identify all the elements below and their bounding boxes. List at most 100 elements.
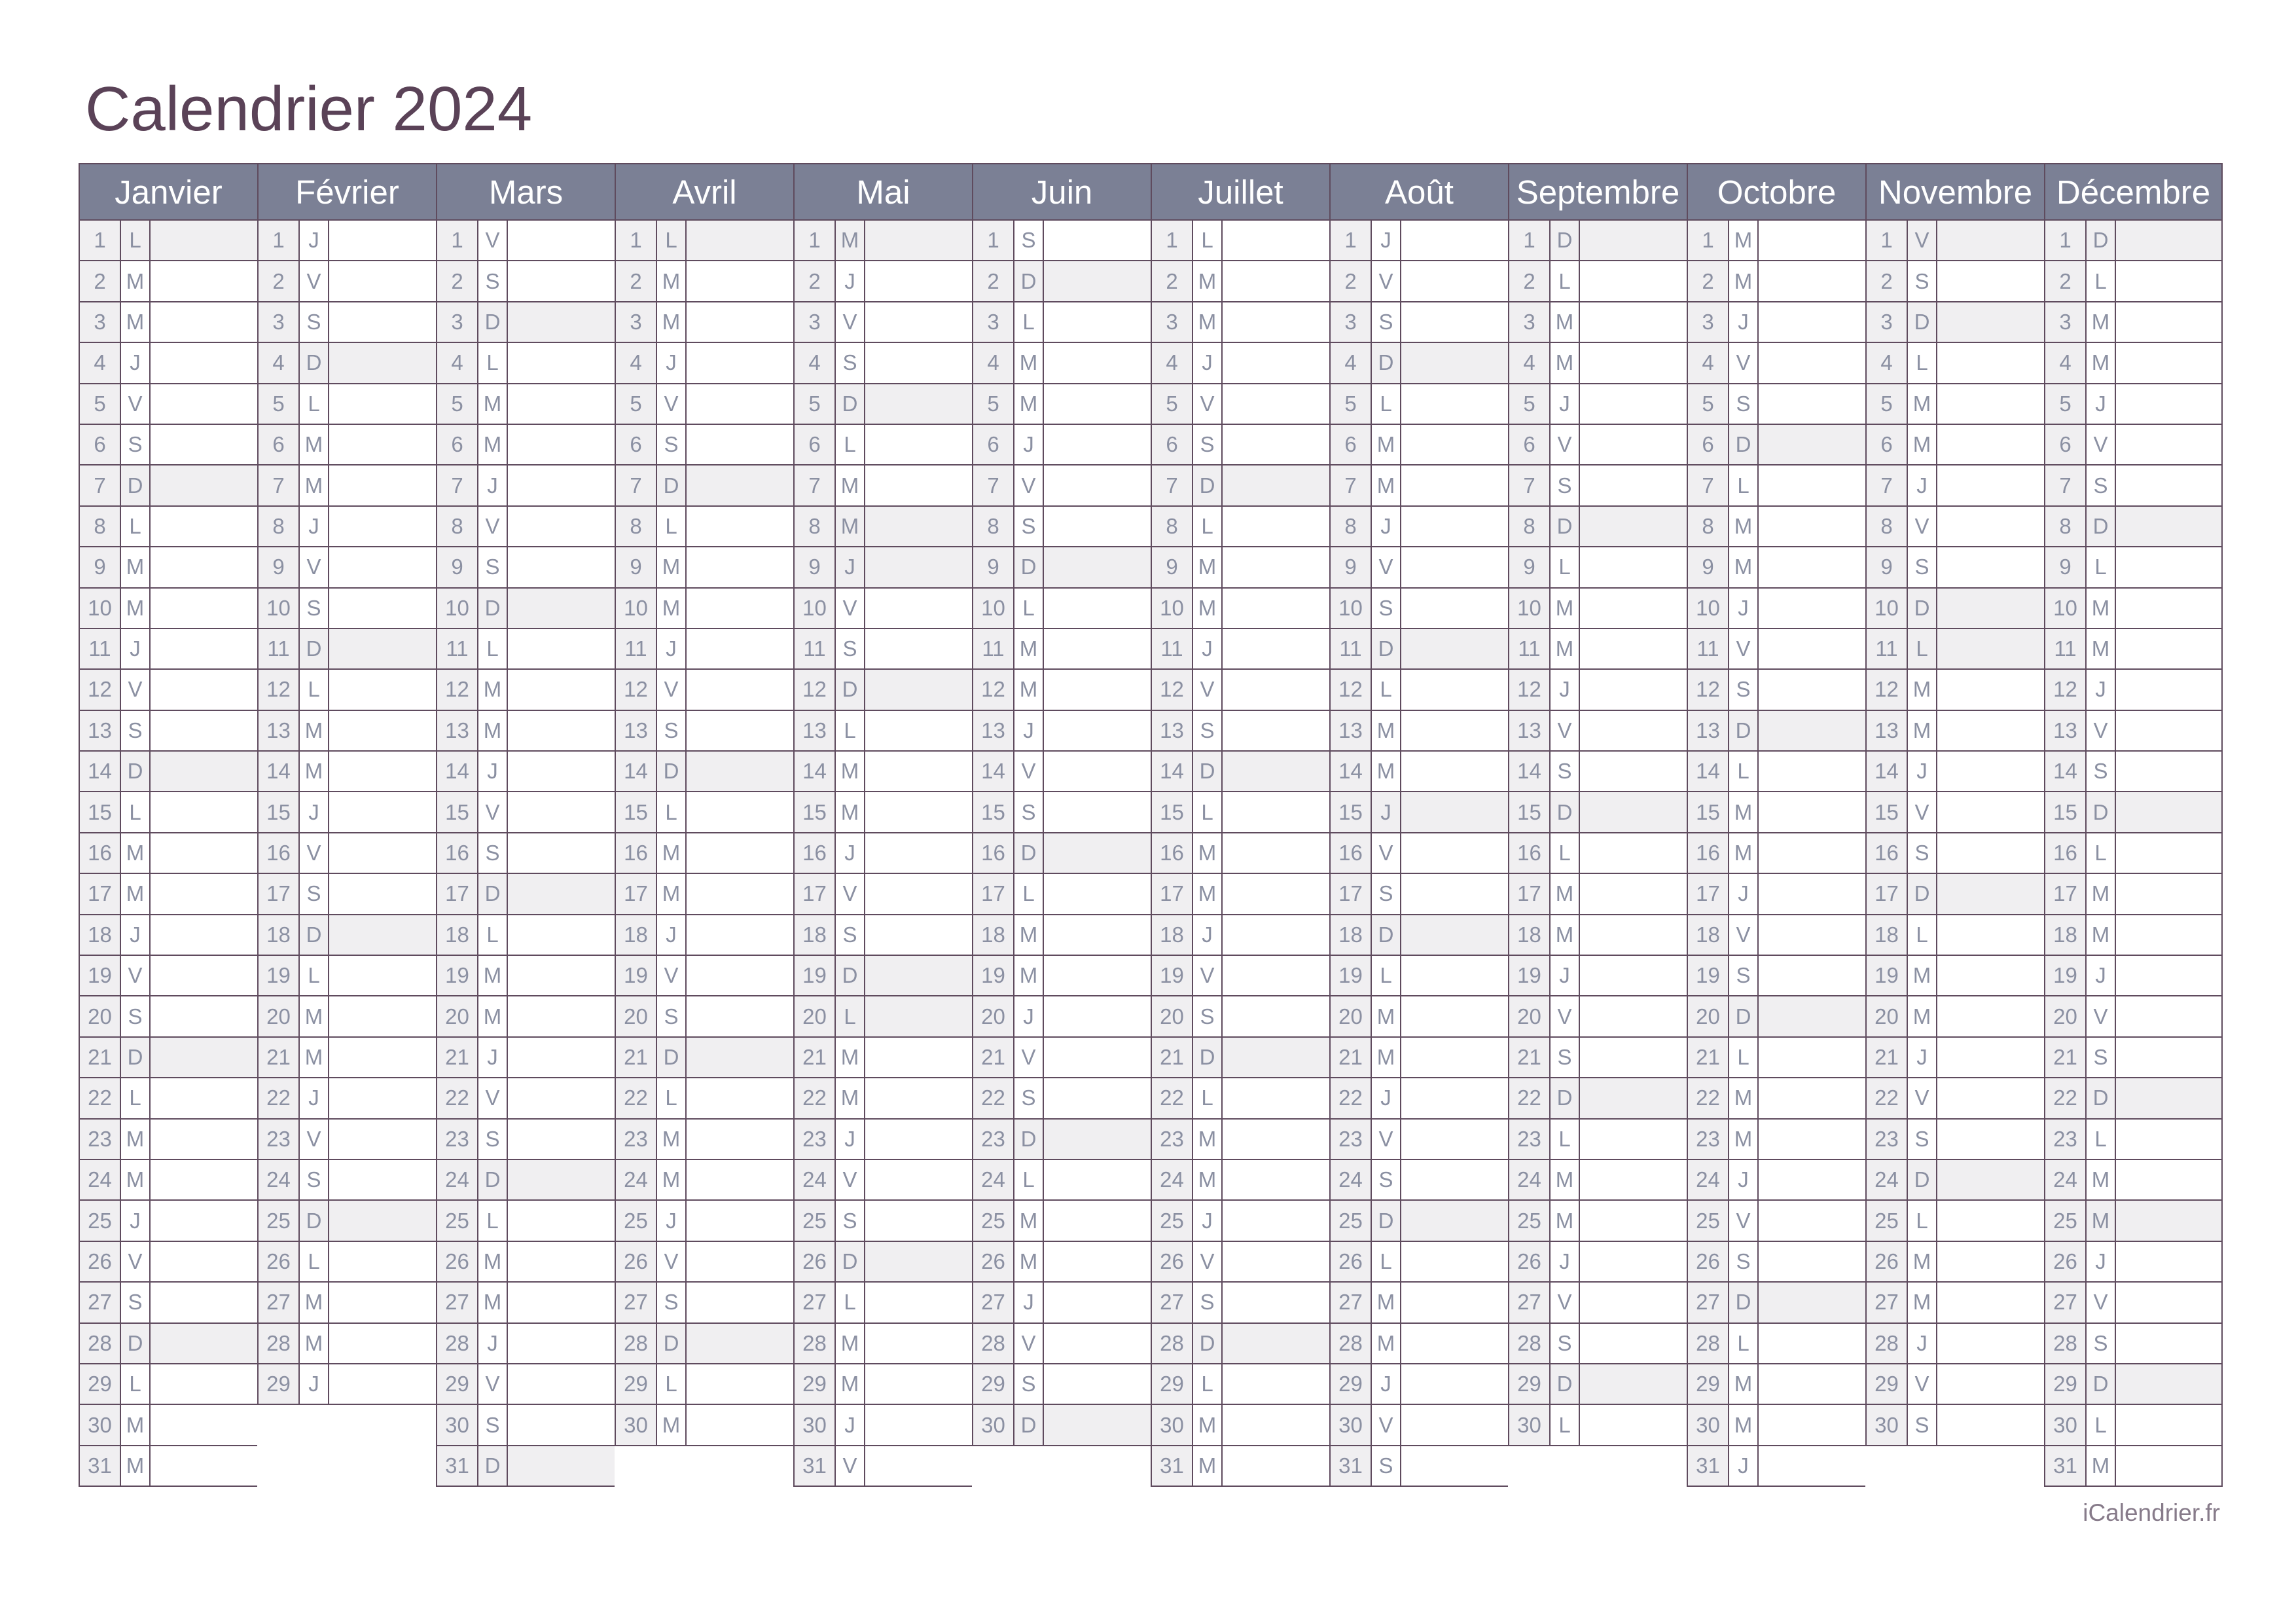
day-number-cell: 28 <box>1331 1323 1372 1363</box>
day-number-cell: 1 <box>1688 221 1729 261</box>
day-row: 15 J <box>257 792 436 833</box>
notes-cell <box>1759 1283 1865 1322</box>
day-row: 15 V <box>1865 792 2044 833</box>
day-letter-cell: V <box>1372 547 1401 587</box>
notes-cell <box>1937 1323 2044 1363</box>
day-letter-cell: S <box>121 424 151 465</box>
day-row: 10 S <box>1329 588 1508 629</box>
day-number-cell: 4 <box>1867 343 1908 383</box>
day-letter-cell: D <box>1551 506 1580 547</box>
day-letter-cell: M <box>836 792 865 832</box>
day-letter-cell: M <box>1014 1241 1044 1282</box>
page-title: Calendrier 2024 <box>85 74 533 144</box>
day-letter-cell: D <box>1014 1405 1044 1445</box>
day-row: 19 M <box>436 956 615 997</box>
day-row: 21 J <box>1865 1037 2044 1079</box>
day-number-cell: 29 <box>1867 1364 1908 1404</box>
day-number-cell: 3 <box>259 302 300 342</box>
day-number-cell: 27 <box>973 1283 1014 1322</box>
day-letter-cell: V <box>1372 1405 1401 1445</box>
day-letter-cell: M <box>1551 1159 1580 1200</box>
day-letter-cell: M <box>1551 1201 1580 1241</box>
day-letter-cell: M <box>1014 1201 1044 1241</box>
day-row: 28 J <box>436 1323 615 1364</box>
day-number-cell: 10 <box>1152 588 1193 628</box>
day-row: 29 L <box>1151 1364 1329 1406</box>
day-number-cell: 11 <box>1688 629 1729 669</box>
notes-cell <box>865 506 972 547</box>
day-row: 17 L <box>972 874 1151 915</box>
day-row: 31 S <box>1329 1446 1508 1487</box>
notes-cell <box>329 1078 436 1118</box>
notes-cell <box>1044 261 1151 301</box>
notes-cell <box>329 588 436 628</box>
day-letter-cell: D <box>300 629 329 669</box>
notes-cell <box>1223 261 1329 301</box>
day-letter-cell: S <box>2087 752 2116 792</box>
day-letter-cell: J <box>300 221 329 261</box>
notes-cell <box>1580 424 1687 465</box>
day-number-cell: 20 <box>616 996 657 1036</box>
day-letter-cell: D <box>1551 1078 1580 1118</box>
day-letter-cell: J <box>2087 956 2116 996</box>
notes-cell <box>865 996 972 1036</box>
day-row: 10 M <box>1508 588 1687 629</box>
day-row: 24 M <box>2044 1159 2223 1201</box>
day-row: 26 J <box>2044 1241 2223 1283</box>
day-letter-cell: M <box>300 710 329 751</box>
notes-cell <box>865 588 972 628</box>
day-number-cell: 7 <box>1331 465 1372 505</box>
notes-cell <box>151 1159 257 1200</box>
day-row: 29 D <box>2044 1364 2223 1406</box>
day-row: 13 M <box>1865 710 2044 752</box>
notes-cell <box>329 302 436 342</box>
day-letter-cell: S <box>1908 547 1937 587</box>
day-letter-cell: L <box>121 792 151 832</box>
day-row: 12 S <box>1687 670 1865 711</box>
day-number-cell: 27 <box>1331 1283 1372 1322</box>
notes-cell <box>1759 465 1865 505</box>
notes-cell <box>1401 1323 1508 1363</box>
day-row: 26 V <box>615 1241 793 1283</box>
day-row: 18 D <box>1329 915 1508 957</box>
notes-cell <box>1580 1119 1687 1159</box>
notes-cell <box>1044 1159 1151 1200</box>
notes-cell <box>1759 1037 1865 1078</box>
notes-cell <box>1759 629 1865 669</box>
day-row: 15 L <box>79 792 257 833</box>
day-letter-cell: S <box>1372 588 1401 628</box>
day-letter-cell: V <box>1372 833 1401 873</box>
notes-cell <box>1937 1119 2044 1159</box>
month-header-aout: Août <box>1329 163 1508 221</box>
notes-cell <box>508 833 615 873</box>
day-letter-cell: J <box>1014 996 1044 1036</box>
day-number-cell: 30 <box>795 1405 836 1445</box>
day-number-cell: 21 <box>973 1037 1014 1078</box>
notes-cell <box>1044 424 1151 465</box>
notes-cell <box>1044 1201 1151 1241</box>
day-letter-cell: V <box>836 588 865 628</box>
day-row: 11 J <box>1151 629 1329 670</box>
day-number-cell: 24 <box>1688 1159 1729 1200</box>
day-letter-cell: M <box>1908 1283 1937 1322</box>
day-letter-cell: M <box>836 1037 865 1078</box>
notes-cell <box>329 261 436 301</box>
notes-cell <box>1044 1037 1151 1078</box>
notes-cell <box>508 343 615 383</box>
notes-cell <box>508 1159 615 1200</box>
day-letter-cell: V <box>121 670 151 710</box>
day-number-cell: 25 <box>437 1201 478 1241</box>
day-number-cell: 29 <box>616 1364 657 1404</box>
day-number-cell: 4 <box>1331 343 1372 383</box>
day-number-cell: 29 <box>259 1364 300 1404</box>
notes-cell <box>1044 1323 1151 1363</box>
day-number-cell: 3 <box>437 302 478 342</box>
day-letter-cell: D <box>1551 1364 1580 1404</box>
day-row: 26 V <box>79 1241 257 1283</box>
